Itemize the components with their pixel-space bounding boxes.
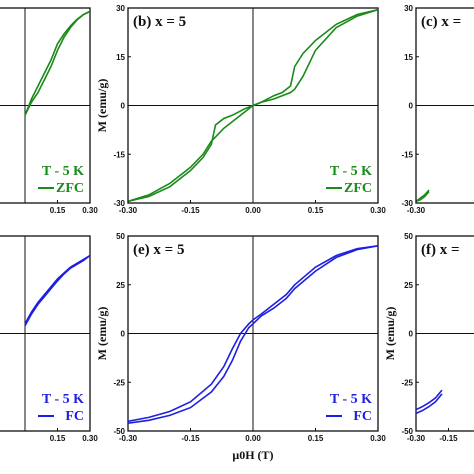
x-tick-label: 0.00 — [245, 206, 261, 215]
x-tick-label: 0.30 — [370, 434, 386, 443]
series-line-0 — [128, 245, 378, 424]
series-line-1 — [24, 10, 90, 116]
y-axis-label: M (emu/g) — [95, 307, 109, 361]
y-tick-label: 15 — [116, 53, 125, 62]
panel-label: (b) x = 5 — [133, 14, 186, 30]
x-tick-label: -0.15 — [181, 206, 200, 215]
y-tick-label: 0 — [121, 102, 126, 111]
x-tick-label: -0.30 — [407, 434, 426, 443]
panel-c: -0.30 30 15 0 -15 -30 (c) x = — [401, 4, 474, 215]
y-tick-label: 25 — [404, 281, 413, 290]
panel-b: -0.30 -0.15 0.00 0.15 0.30 30 15 0 -15 -30 (b) x =… — [95, 4, 386, 215]
x-tick-label: 0.30 — [82, 206, 98, 215]
x-axis-label: μ0H (T) — [232, 448, 273, 462]
y-tick-label: -30 — [401, 199, 413, 208]
y-tick-label: -15 — [401, 150, 413, 159]
series-line-0 — [416, 189, 430, 203]
x-tick-label: -0.30 — [119, 434, 138, 443]
legend-series-name: FC — [353, 409, 372, 424]
series-line-1 — [416, 191, 430, 203]
x-tick-label: 0.15 — [50, 434, 66, 443]
y-tick-label: 25 — [116, 281, 125, 290]
series-line-0 — [24, 254, 90, 325]
y-tick-label: -25 — [113, 378, 125, 387]
legend-series-name: ZFC — [56, 181, 84, 196]
x-tick-label: -0.15 — [439, 434, 458, 443]
legend-temperature: T - 5 K — [42, 164, 84, 179]
y-tick-label: -25 — [401, 378, 413, 387]
panel-d: 0.15 0.30 T - 5 K FC — [0, 235, 98, 443]
y-tick-label: 50 — [116, 232, 125, 241]
y-tick-label: -30 — [113, 199, 125, 208]
panel-label: (e) x = 5 — [133, 242, 184, 258]
y-tick-label: 50 — [404, 232, 413, 241]
y-tick-label: 0 — [409, 330, 414, 339]
x-tick-label: -0.30 — [407, 206, 426, 215]
legend-series-name: FC — [65, 409, 84, 424]
series-line-0 — [416, 393, 443, 415]
legend-temperature: T - 5 K — [330, 392, 372, 407]
x-tick-label: 0.00 — [245, 434, 261, 443]
x-tick-label: 0.15 — [50, 206, 66, 215]
panel-a: 0.15 0.30 T - 5 K ZFC — [0, 7, 98, 215]
y-tick-label: -15 — [113, 150, 125, 159]
y-tick-label: 0 — [409, 102, 414, 111]
x-tick-label: -0.15 — [181, 434, 200, 443]
series-line-0 — [24, 10, 90, 116]
x-tick-label: 0.15 — [308, 206, 324, 215]
series-line-1 — [416, 389, 443, 411]
panel-f: -0.30 -0.15 50 25 0 -25 -50 (f) x = M (emu/g) — [383, 232, 474, 443]
y-tick-label: 30 — [404, 4, 413, 13]
y-tick-label: 0 — [121, 330, 126, 339]
legend-temperature: T - 5 K — [330, 164, 372, 179]
legend-series-name: ZFC — [344, 181, 372, 196]
legend-temperature: T - 5 K — [42, 392, 84, 407]
y-tick-label: 15 — [404, 53, 413, 62]
panel-label: (c) x = — [421, 14, 461, 30]
series-line-1 — [24, 254, 90, 327]
y-axis-label: M (emu/g) — [383, 307, 397, 361]
series-line-1 — [128, 8, 378, 203]
y-tick-label: 30 — [116, 4, 125, 13]
series-line-1 — [128, 245, 378, 423]
y-tick-label: -50 — [113, 427, 125, 436]
x-tick-label: 0.30 — [82, 434, 98, 443]
x-tick-label: -0.30 — [119, 206, 138, 215]
x-tick-label: 0.15 — [308, 434, 324, 443]
panel-label: (f) x = — [421, 242, 460, 258]
x-tick-label: 0.30 — [370, 206, 386, 215]
y-axis-label: M (emu/g) — [95, 79, 109, 133]
panel-e: -0.30 -0.15 0.00 0.15 0.30 50 25 0 -25 -50 (e) x =… — [95, 232, 386, 462]
y-tick-label: -50 — [401, 427, 413, 436]
